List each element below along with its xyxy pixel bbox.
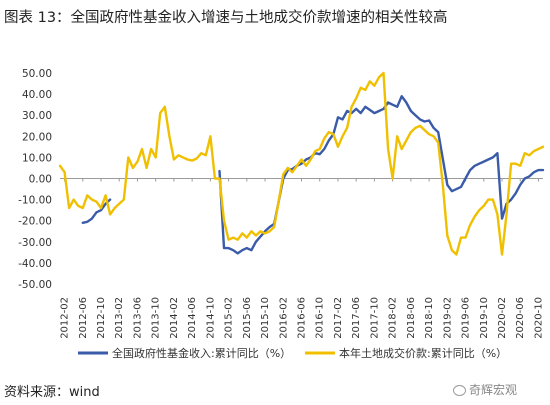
y-axis: 50.00 40.00 30.00 20.00 10.00 0.00 -10.00 -20.0… xyxy=(18,68,52,291)
y-tick-label: -10.00 xyxy=(18,195,52,207)
x-tick-label: 2017-10 xyxy=(369,297,380,339)
x-tick-label: 2015-10 xyxy=(260,297,271,339)
x-tick-label: 2014-10 xyxy=(205,297,216,339)
page-title: 图表 13：全国政府性基金收入增速与土地成交价款增速的相关性较高 xyxy=(4,10,448,26)
x-axis: 2012-02 2012-06 2012-10 2013-02 2013-06 2013-… xyxy=(60,178,544,339)
y-tick-label: 0.00 xyxy=(29,174,52,186)
x-tick-label: 2016-10 xyxy=(315,297,326,339)
series-line-2 xyxy=(58,71,545,256)
legend-label-2: 本年土地成交价款:累计同比（%） xyxy=(339,346,507,360)
y-tick-label: -20.00 xyxy=(18,216,52,228)
y-tick-label: 40.00 xyxy=(22,89,52,101)
x-tick-label: 2017-06 xyxy=(351,297,362,339)
x-tick-label: 2018-02 xyxy=(388,297,399,339)
legend: 全国政府性基金收入:累计同比（%） 本年土地成交价款:累计同比（%） xyxy=(78,346,507,360)
x-tick-label: 2018-10 xyxy=(424,297,435,339)
x-tick-label: 2020-10 xyxy=(533,297,544,339)
series-lines xyxy=(58,71,545,256)
x-tick-label: 2012-02 xyxy=(60,297,71,339)
x-tick-label: 2014-06 xyxy=(187,297,198,339)
x-tick-label: 2016-02 xyxy=(278,297,289,339)
wechat-icon xyxy=(453,385,466,396)
watermark: 奇辉宏观 xyxy=(453,381,517,398)
watermark-text: 奇辉宏观 xyxy=(469,383,518,397)
y-tick-label: 10.00 xyxy=(22,152,52,164)
x-tick-label: 2020-06 xyxy=(515,297,526,339)
x-tick-label: 2013-02 xyxy=(114,297,125,339)
y-tick-label: 50.00 xyxy=(22,68,52,80)
y-tick-label: -50.00 xyxy=(18,279,52,291)
x-tick-label: 2019-06 xyxy=(461,297,472,339)
y-tick-label: -40.00 xyxy=(18,258,52,270)
x-tick-label: 2019-10 xyxy=(479,297,490,339)
x-tick-label: 2015-02 xyxy=(224,297,235,339)
x-tick-label: 2014-02 xyxy=(169,297,180,339)
legend-label-1: 全国政府性基金收入:累计同比（%） xyxy=(112,346,291,360)
x-tick-label: 2020-02 xyxy=(497,297,508,339)
x-tick-label: 2015-06 xyxy=(242,297,253,339)
x-tick-label: 2013-10 xyxy=(151,297,162,339)
y-tick-label: 20.00 xyxy=(22,131,52,143)
series-line-1 xyxy=(81,95,545,255)
x-tick-label: 2012-06 xyxy=(78,297,89,339)
x-tick-label: 2016-06 xyxy=(297,297,308,339)
y-tick-label: 30.00 xyxy=(22,110,52,122)
x-tick-label: 2017-02 xyxy=(333,297,344,339)
x-tick-label: 2019-02 xyxy=(442,297,453,339)
y-tick-label: -30.00 xyxy=(18,237,52,249)
x-tick-label: 2013-06 xyxy=(132,297,143,339)
x-tick-label: 2012-10 xyxy=(96,297,107,339)
x-tick-label: 2018-06 xyxy=(406,297,417,339)
source-note: 资料来源：wind xyxy=(4,385,100,400)
